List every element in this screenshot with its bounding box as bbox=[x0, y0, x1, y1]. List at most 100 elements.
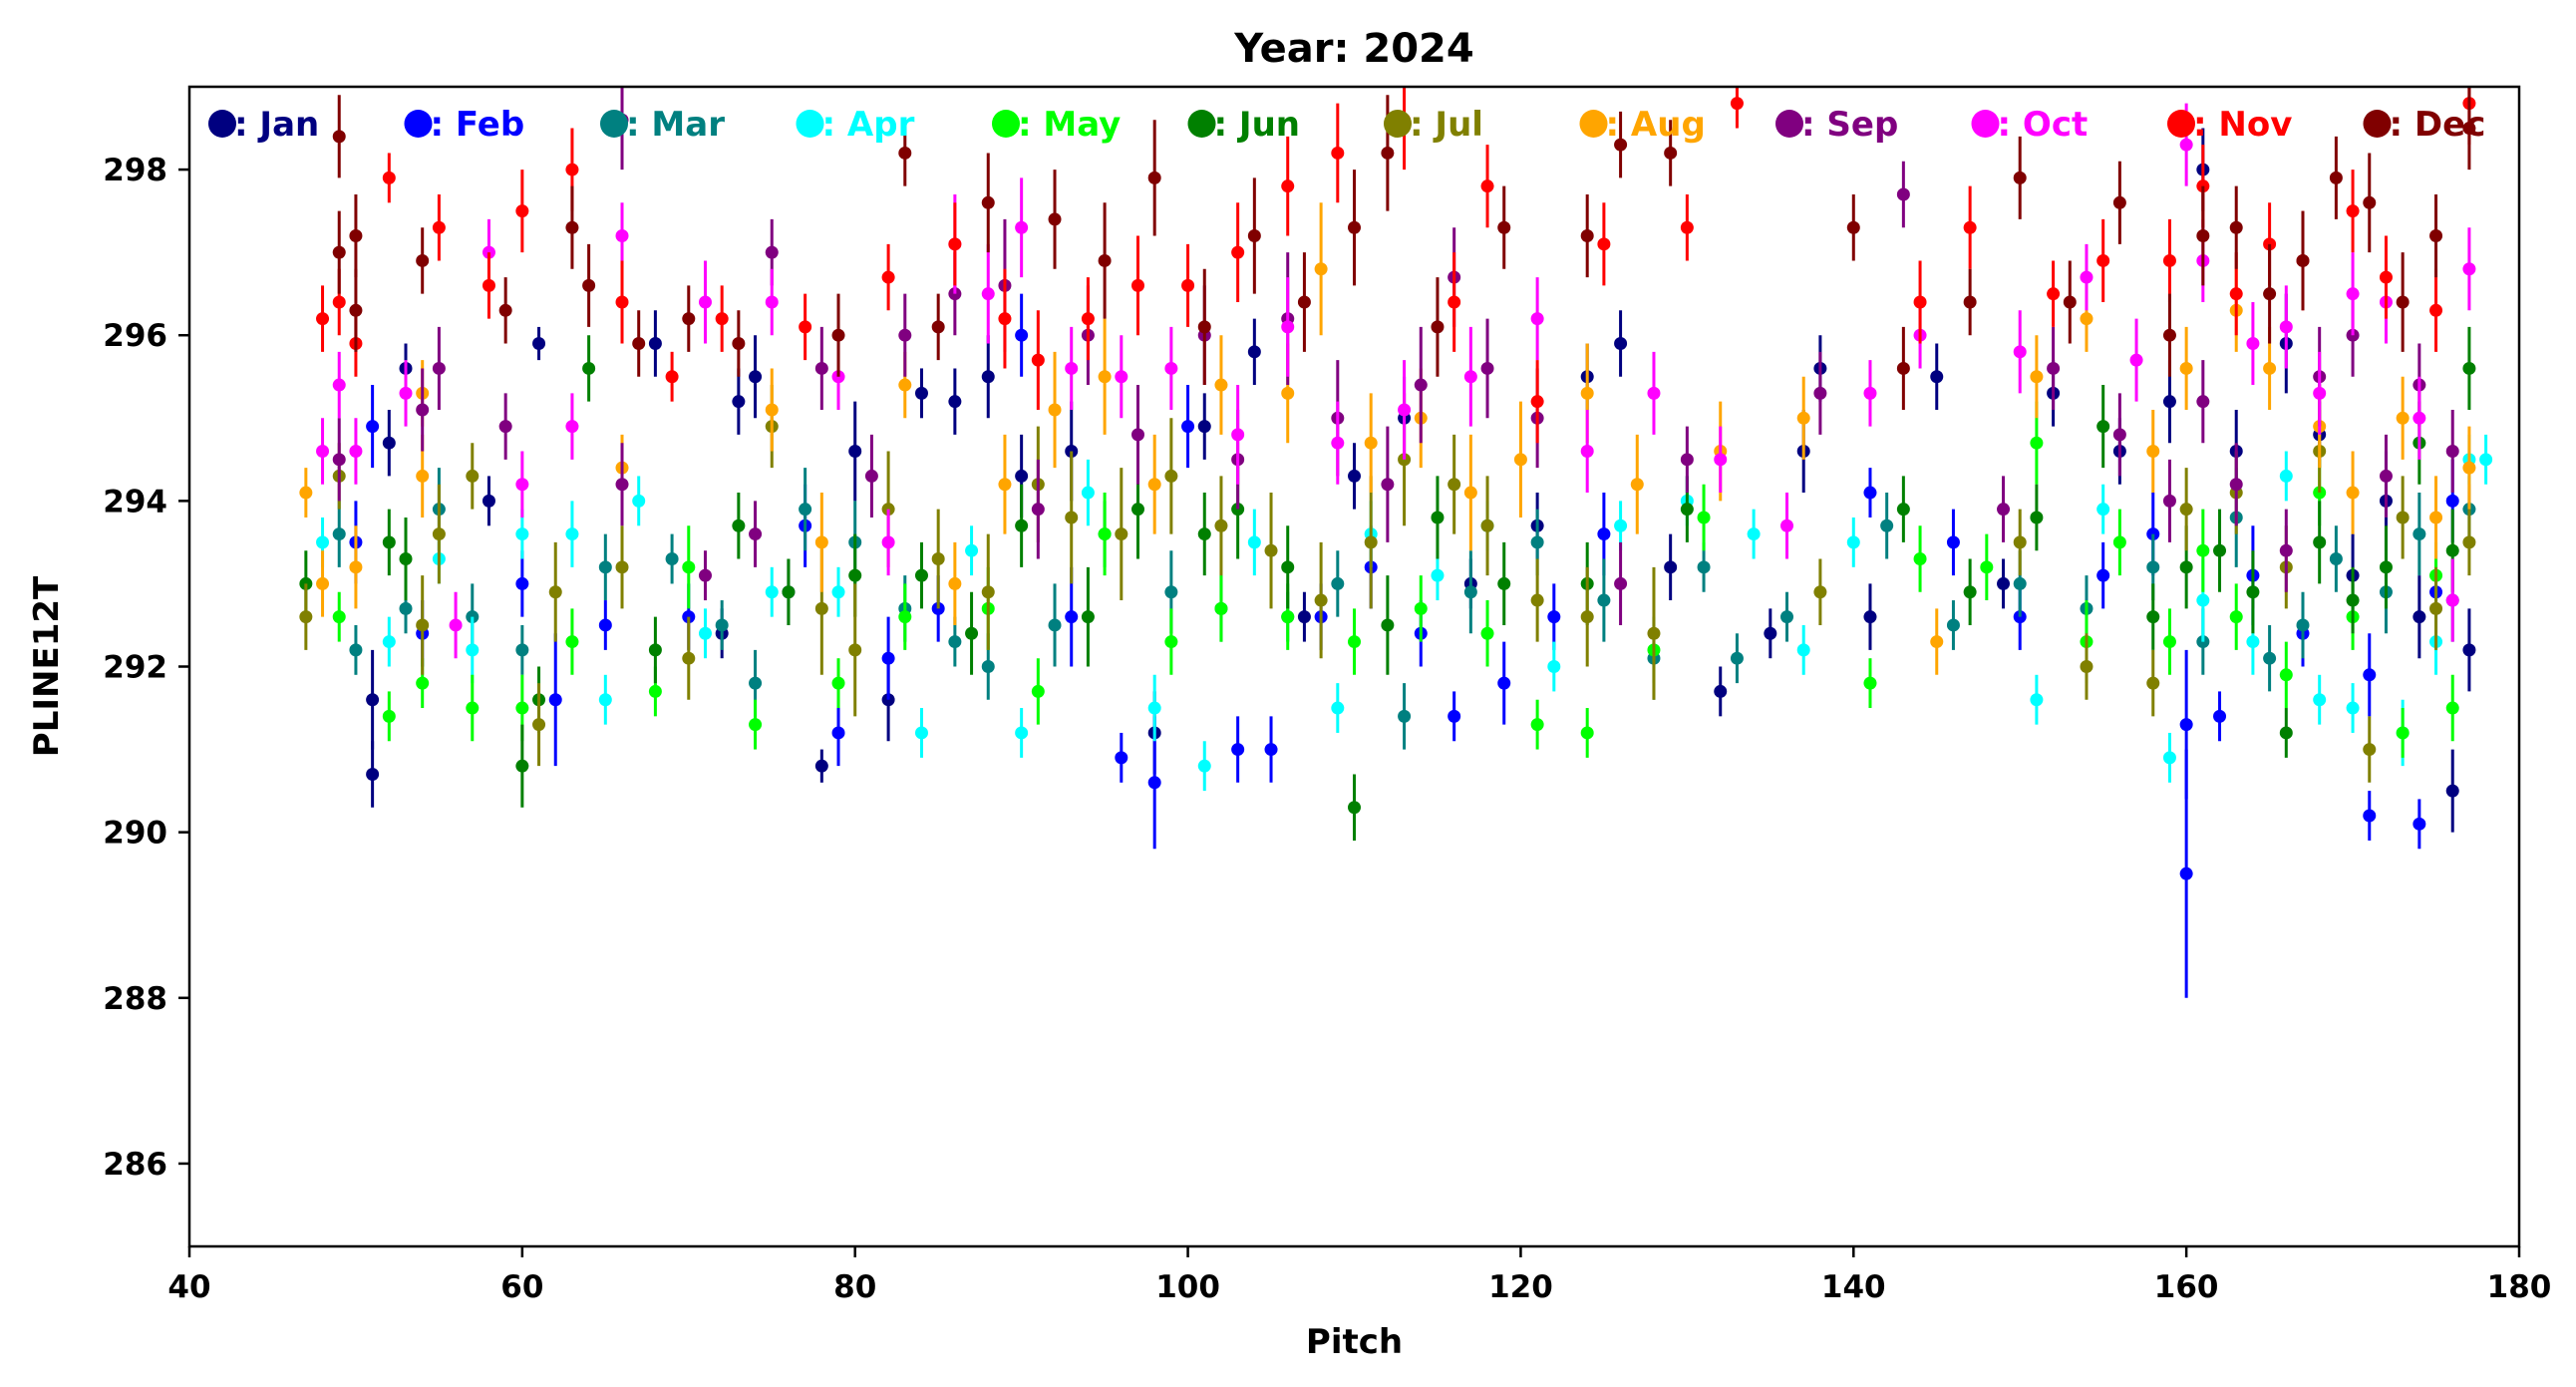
data-point bbox=[565, 420, 579, 434]
plot-area bbox=[187, 85, 2521, 1248]
data-point bbox=[1214, 519, 1228, 532]
data-point bbox=[1331, 436, 1345, 450]
data-point bbox=[2179, 361, 2193, 375]
data-point bbox=[1813, 386, 1827, 400]
data-point bbox=[1414, 378, 1428, 392]
data-point bbox=[2329, 171, 2343, 184]
data-point bbox=[2030, 511, 2044, 524]
data-point bbox=[332, 130, 346, 144]
data-point bbox=[332, 527, 346, 541]
data-point bbox=[1497, 220, 1511, 234]
data-point bbox=[1197, 759, 1211, 773]
y-tick-label: 292 bbox=[103, 650, 167, 686]
data-point bbox=[1414, 601, 1428, 615]
data-point bbox=[2162, 494, 2176, 508]
data-point bbox=[1065, 511, 1079, 524]
data-point bbox=[1597, 237, 1611, 251]
data-point bbox=[2363, 195, 2377, 209]
data-point bbox=[732, 337, 746, 351]
data-point bbox=[332, 245, 346, 259]
data-point bbox=[682, 651, 696, 665]
y-tick-label: 294 bbox=[103, 484, 167, 520]
data-point bbox=[2462, 262, 2476, 276]
x-tick-label: 40 bbox=[167, 1269, 210, 1305]
data-point bbox=[2462, 535, 2476, 549]
data-point bbox=[2013, 535, 2027, 549]
data-point bbox=[548, 693, 562, 707]
data-point bbox=[1314, 262, 1328, 276]
data-point bbox=[399, 552, 413, 566]
data-point bbox=[1147, 478, 1161, 492]
data-point bbox=[382, 171, 396, 184]
data-point bbox=[1197, 527, 1211, 541]
data-point bbox=[1247, 345, 1261, 359]
data-point bbox=[1115, 370, 1128, 384]
data-point bbox=[2047, 361, 2061, 375]
data-point bbox=[2030, 370, 2044, 384]
y-axis-label: PLINE12T bbox=[27, 575, 67, 757]
data-point bbox=[2146, 676, 2160, 690]
data-point bbox=[1730, 651, 1744, 665]
data-point bbox=[1130, 503, 1144, 517]
data-point bbox=[1880, 519, 1894, 532]
data-point bbox=[316, 535, 330, 549]
data-point bbox=[1530, 718, 1544, 732]
data-points bbox=[299, 87, 2493, 998]
data-point bbox=[349, 303, 363, 317]
legend-label: : Jan bbox=[234, 105, 319, 145]
data-point bbox=[299, 610, 313, 624]
data-point bbox=[965, 626, 979, 640]
data-point bbox=[732, 395, 746, 409]
data-point bbox=[2329, 552, 2343, 566]
data-point bbox=[1431, 511, 1445, 524]
data-point bbox=[1614, 519, 1628, 532]
data-point bbox=[2279, 469, 2293, 483]
data-point bbox=[831, 726, 845, 740]
data-point bbox=[1164, 585, 1178, 599]
x-axis: 40 60 80 100 120 140 160 180 bbox=[167, 1246, 2551, 1305]
data-point bbox=[1846, 535, 1860, 549]
data-point bbox=[2096, 253, 2110, 267]
data-point bbox=[2213, 709, 2227, 723]
data-point bbox=[2080, 270, 2093, 284]
data-point bbox=[1048, 212, 1062, 226]
data-point bbox=[1647, 386, 1661, 400]
legend-label: : Sep bbox=[1801, 105, 1898, 145]
data-point bbox=[765, 245, 779, 259]
y-axis: 286 288 290 292 294 296 298 bbox=[103, 153, 189, 1183]
data-point bbox=[782, 585, 796, 599]
legend-item: : Aug bbox=[1579, 105, 1706, 145]
data-point bbox=[981, 370, 995, 384]
data-point bbox=[1513, 453, 1527, 467]
data-point bbox=[2229, 287, 2243, 301]
data-point bbox=[1448, 478, 1461, 492]
data-point bbox=[1231, 245, 1245, 259]
data-point bbox=[1348, 635, 1361, 649]
data-point bbox=[2445, 445, 2459, 459]
data-point bbox=[1730, 97, 1744, 111]
x-tick-label: 60 bbox=[500, 1269, 543, 1305]
data-point bbox=[848, 568, 862, 582]
data-point bbox=[1164, 635, 1178, 649]
data-point bbox=[299, 486, 313, 500]
legend-item: : Dec bbox=[2363, 105, 2485, 145]
data-point bbox=[765, 295, 779, 309]
data-point bbox=[2112, 535, 2126, 549]
data-point bbox=[1297, 295, 1311, 309]
legend-marker bbox=[600, 110, 628, 138]
data-point bbox=[1764, 626, 1777, 640]
data-point bbox=[615, 229, 629, 243]
y-tick-label: 298 bbox=[103, 153, 167, 188]
legend: : Jan: Feb: Mar: Apr: May: Jun: Jul: Aug… bbox=[208, 105, 2485, 145]
data-point bbox=[532, 337, 546, 351]
data-point bbox=[1463, 585, 1477, 599]
data-point bbox=[2246, 337, 2260, 351]
data-point bbox=[2096, 503, 2110, 517]
data-point bbox=[749, 527, 763, 541]
legend-label: : Oct bbox=[1998, 105, 2089, 145]
data-point bbox=[2179, 138, 2193, 152]
data-point bbox=[1963, 220, 1977, 234]
data-point bbox=[1231, 743, 1245, 757]
data-point bbox=[1980, 560, 1994, 574]
data-point bbox=[498, 420, 512, 434]
